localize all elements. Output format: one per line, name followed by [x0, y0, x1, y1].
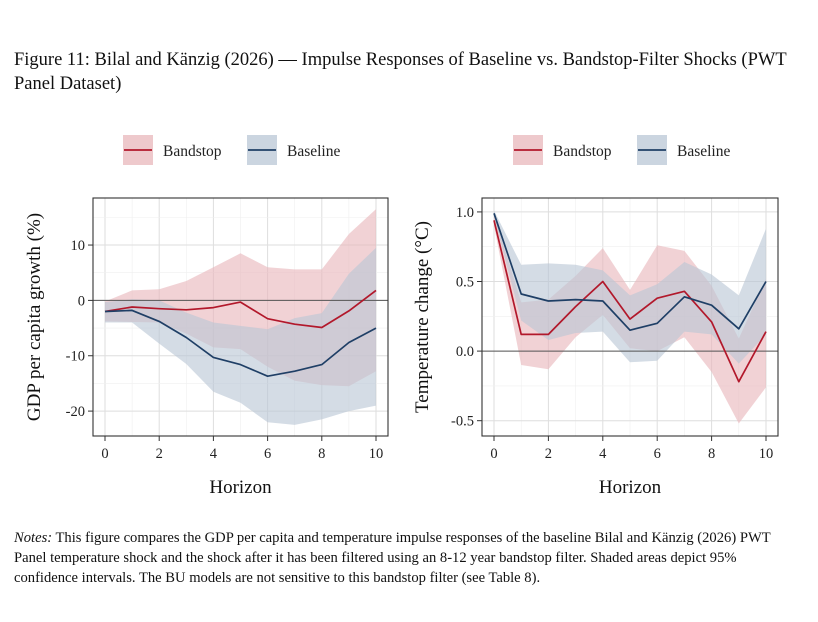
x-tick-label: 4 — [210, 446, 218, 462]
panel-gdp: 0 2 4 6 8 10 10 0 -10 -20 Horizon GDP per capita gr… — [24, 135, 389, 498]
y-tick-label: 0.5 — [456, 275, 474, 291]
y-axis-title: Temperature change (°C) — [412, 221, 433, 413]
x-tick-label: 6 — [264, 446, 271, 462]
x-axis-title: Horizon — [599, 477, 662, 498]
y-tick-label: -10 — [66, 349, 85, 365]
series-line-baseline — [104, 309, 377, 378]
y-tick-label: 0.0 — [456, 344, 474, 360]
legend-label-bandstop: Bandstop — [163, 143, 222, 160]
panel-temperature: 0 2 4 6 8 10 1.0 0.5 0.0 -0.5 Horizon Temperature c… — [412, 135, 779, 498]
legend: Bandstop Baseline — [123, 135, 340, 165]
series-line-bandstop — [104, 289, 377, 329]
x-tick-label: 2 — [156, 446, 163, 462]
y-tick-label: 1.0 — [456, 205, 474, 221]
series-line-bandstop — [493, 220, 767, 383]
notes-label: Notes: — [14, 530, 53, 546]
y-tick-label: -20 — [66, 404, 85, 420]
x-tick-label: 8 — [708, 446, 715, 462]
y-axis-title: GDP per capita growth (%) — [24, 213, 45, 421]
legend-label-baseline: Baseline — [287, 143, 340, 160]
x-tick-label: 8 — [318, 446, 325, 462]
plot-frame — [481, 197, 779, 437]
y-tick-label: 10 — [71, 238, 86, 254]
legend-label-bandstop: Bandstop — [553, 143, 612, 160]
figure-notes: Notes: This figure compares the GDP per … — [14, 528, 804, 588]
x-tick-label: 10 — [369, 446, 384, 462]
x-tick-label: 0 — [101, 446, 108, 462]
x-tick-label: 0 — [490, 446, 497, 462]
ci-band-baseline — [494, 210, 766, 364]
legend: Bandstop Baseline — [513, 135, 730, 165]
x-axis-title: Horizon — [209, 477, 272, 498]
x-tick-label: 6 — [654, 446, 661, 462]
legend-label-baseline: Baseline — [677, 143, 730, 160]
x-tick-label: 10 — [759, 446, 774, 462]
figure-title: Figure 11: Bilal and Känzig (2026) — Imp… — [14, 50, 787, 94]
y-tick-label: 0 — [78, 293, 85, 309]
x-tick-label: 2 — [545, 446, 552, 462]
notes-text: This figure compares the GDP per capita … — [14, 530, 771, 586]
series-line-baseline — [493, 213, 767, 332]
ci-band-baseline — [105, 247, 376, 425]
y-tick-label: -0.5 — [451, 414, 474, 430]
plot-frame — [92, 197, 389, 437]
x-tick-label: 4 — [599, 446, 607, 462]
